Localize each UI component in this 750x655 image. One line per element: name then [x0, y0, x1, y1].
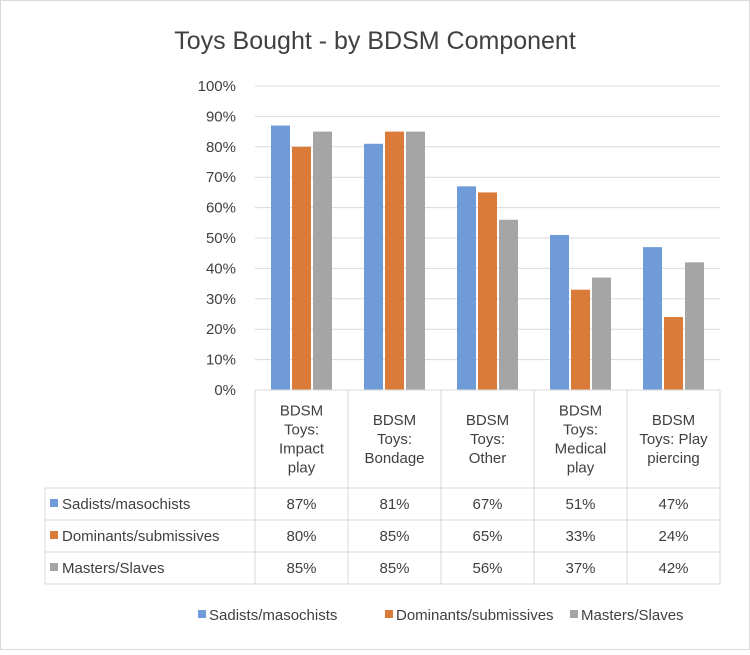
bar-masters-slaves [406, 131, 425, 390]
data-table-value: 42% [658, 560, 688, 577]
series-row-label: Masters/Slaves [62, 560, 165, 577]
data-table-value: 85% [286, 560, 316, 577]
bar-masters-slaves [499, 219, 518, 390]
bar-sadists-masochists [271, 125, 290, 391]
y-tick-label: 30% [206, 291, 236, 308]
category-label: play [288, 460, 316, 477]
category-label: Other [469, 450, 507, 467]
category-label: Toys: [284, 422, 319, 439]
category-label: Medical [555, 441, 607, 458]
legend-swatch [570, 610, 578, 618]
legend-label: Sadists/masochists [209, 607, 337, 624]
data-table-value: 81% [379, 496, 409, 513]
y-tick-label: 70% [206, 169, 236, 186]
category-label: BDSM [559, 403, 602, 420]
category-label: BDSM [280, 403, 323, 420]
category-label: play [567, 460, 595, 477]
data-table-value: 80% [286, 528, 316, 545]
y-tick-label: 100% [198, 78, 236, 95]
category-label: Bondage [364, 450, 424, 467]
bar-dominants-submissives [478, 192, 497, 390]
bar-sadists-masochists [457, 186, 476, 390]
legend-label: Masters/Slaves [581, 607, 684, 624]
bar-dominants-submissives [292, 146, 311, 390]
series-row-label: Sadists/masochists [62, 496, 190, 513]
category-label: BDSM [373, 412, 416, 429]
data-table-value: 37% [565, 560, 595, 577]
y-tick-label: 60% [206, 200, 236, 217]
y-tick-label: 80% [206, 139, 236, 156]
series-row-label: Dominants/submissives [62, 528, 220, 545]
bar-masters-slaves [592, 277, 611, 390]
bar-sadists-masochists [643, 247, 662, 390]
category-label: BDSM [466, 412, 509, 429]
y-tick-label: 10% [206, 352, 236, 369]
category-label: Impact [279, 441, 325, 458]
legend-swatch [385, 610, 393, 618]
bar-dominants-submissives [664, 317, 683, 390]
category-label: piercing [647, 450, 700, 467]
data-table-value: 85% [379, 528, 409, 545]
category-label: Toys: [377, 431, 412, 448]
y-tick-label: 20% [206, 321, 236, 338]
legend-key [50, 531, 58, 539]
legend-key [50, 563, 58, 571]
data-table-value: 56% [472, 560, 502, 577]
data-table-value: 33% [565, 528, 595, 545]
data-table-value: 51% [565, 496, 595, 513]
legend-swatch [198, 610, 206, 618]
bar-sadists-masochists [550, 234, 569, 390]
y-tick-label: 0% [214, 382, 236, 399]
y-tick-label: 50% [206, 230, 236, 247]
bar-masters-slaves [685, 262, 704, 390]
y-tick-label: 90% [206, 108, 236, 125]
bar-masters-slaves [313, 131, 332, 390]
category-label: Toys: [563, 422, 598, 439]
legend-key [50, 499, 58, 507]
bar-dominants-submissives [571, 289, 590, 390]
data-table-value: 65% [472, 528, 502, 545]
bar-dominants-submissives [385, 131, 404, 390]
chart-title: Toys Bought - by BDSM Component [174, 27, 576, 55]
y-tick-label: 40% [206, 260, 236, 277]
data-table-value: 85% [379, 560, 409, 577]
bar-sadists-masochists [364, 143, 383, 390]
data-table-value: 67% [472, 496, 502, 513]
category-label: Toys: Play [639, 431, 708, 448]
data-table-value: 24% [658, 528, 688, 545]
category-label: Toys: [470, 431, 505, 448]
category-label: BDSM [652, 412, 695, 429]
data-table-value: 47% [658, 496, 688, 513]
legend-label: Dominants/submissives [396, 607, 554, 624]
data-table-value: 87% [286, 496, 316, 513]
